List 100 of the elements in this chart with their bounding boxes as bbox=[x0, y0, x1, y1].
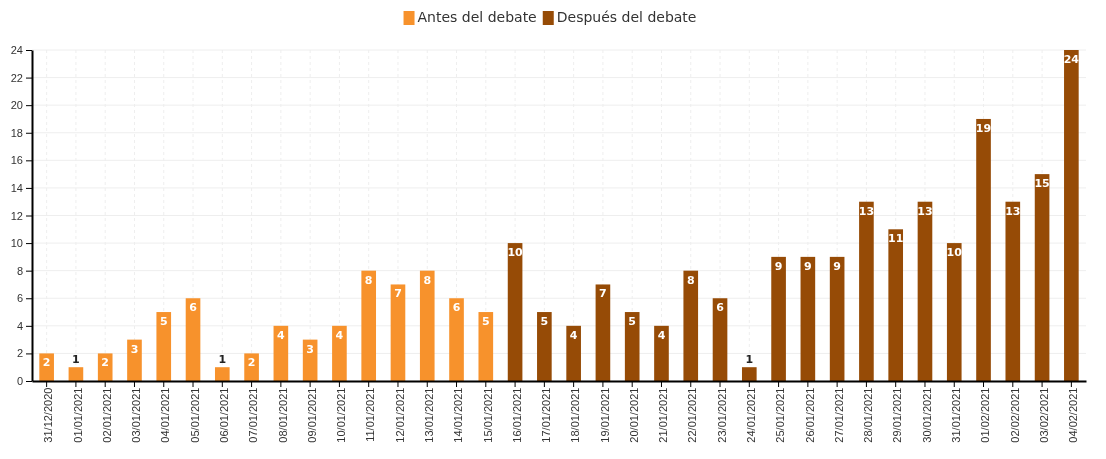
x-tick-label: 14/01/2021 bbox=[452, 387, 465, 443]
bar bbox=[478, 312, 494, 381]
x-tick-label: 31/12/2020 bbox=[42, 387, 55, 443]
bar bbox=[1064, 50, 1079, 381]
data-label: 8 bbox=[686, 273, 695, 287]
data-label: 10 bbox=[507, 246, 524, 260]
bar bbox=[68, 367, 84, 381]
x-tick-label: 25/01/2021 bbox=[774, 387, 787, 443]
bar bbox=[156, 312, 172, 381]
x-tick-label: 20/01/2021 bbox=[627, 387, 640, 443]
bar bbox=[390, 284, 406, 381]
x-tick-label: 21/01/2021 bbox=[657, 387, 670, 443]
y-tick-label: 16 bbox=[10, 154, 23, 167]
x-tick-label: 05/01/2021 bbox=[188, 387, 201, 443]
data-label: 4 bbox=[657, 328, 666, 342]
x-tick-label: 01/02/2021 bbox=[979, 387, 992, 443]
x-tick-label: 17/01/2021 bbox=[540, 387, 553, 443]
x-tick-label: 19/01/2021 bbox=[598, 387, 611, 443]
x-tick-label: 06/01/2021 bbox=[218, 387, 231, 443]
x-tick-label: 04/02/2021 bbox=[1067, 387, 1080, 443]
y-tick-label: 8 bbox=[16, 264, 23, 277]
y-tick-label: 2 bbox=[16, 347, 23, 360]
x-tick-label: 02/01/2021 bbox=[100, 387, 113, 443]
data-label: 1 bbox=[745, 353, 754, 367]
bar bbox=[741, 367, 757, 381]
bar bbox=[185, 298, 201, 381]
bar bbox=[946, 243, 962, 381]
bar bbox=[829, 256, 845, 381]
x-tick-label: 03/01/2021 bbox=[130, 387, 143, 443]
x-tick-label: 10/01/2021 bbox=[335, 387, 348, 443]
data-label: 4 bbox=[277, 328, 286, 342]
bar bbox=[273, 325, 289, 381]
y-tick-label: 4 bbox=[16, 319, 23, 332]
data-label: 8 bbox=[364, 273, 373, 287]
y-tick-label: 6 bbox=[16, 292, 23, 305]
x-tick-label: 04/01/2021 bbox=[159, 387, 172, 443]
data-label: 19 bbox=[975, 121, 992, 135]
data-label: 2 bbox=[42, 356, 51, 370]
data-label: 13 bbox=[1005, 204, 1021, 218]
y-tick-label: 0 bbox=[16, 375, 23, 388]
y-tick-label: 24 bbox=[10, 44, 23, 57]
legend-label: Antes del debate bbox=[417, 9, 537, 25]
bar bbox=[712, 298, 728, 381]
data-label: 3 bbox=[130, 342, 139, 356]
data-label: 7 bbox=[599, 287, 607, 301]
bar bbox=[859, 201, 874, 381]
bar bbox=[888, 229, 904, 381]
x-tick-label: 30/01/2021 bbox=[920, 387, 933, 443]
legend-label: Después del debate bbox=[556, 9, 697, 25]
x-tick-label: 27/01/2021 bbox=[832, 387, 845, 443]
data-label: 9 bbox=[833, 259, 841, 273]
data-label: 13 bbox=[858, 204, 875, 218]
bar bbox=[917, 201, 933, 381]
y-tick-label: 12 bbox=[10, 209, 23, 222]
bar bbox=[976, 118, 991, 381]
bar bbox=[1005, 201, 1021, 381]
x-tick-label: 02/02/2021 bbox=[1008, 387, 1021, 443]
x-tick-label: 11/01/2021 bbox=[364, 387, 377, 442]
data-label: 1 bbox=[218, 353, 227, 367]
data-label: 2 bbox=[247, 356, 256, 370]
bar bbox=[332, 325, 347, 381]
bar bbox=[654, 325, 669, 381]
y-tick-label: 14 bbox=[10, 181, 23, 194]
y-tick-label: 22 bbox=[10, 71, 23, 84]
data-label: 4 bbox=[569, 328, 578, 342]
data-label: 5 bbox=[628, 315, 637, 329]
bar bbox=[244, 353, 259, 381]
x-tick-label: 07/01/2021 bbox=[247, 387, 260, 443]
x-tick-label: 24/01/2021 bbox=[745, 387, 758, 443]
data-label: 13 bbox=[917, 204, 933, 218]
y-tick-label: 20 bbox=[10, 99, 23, 112]
bar bbox=[800, 256, 816, 381]
x-tick-label: 08/01/2021 bbox=[276, 387, 289, 443]
data-label: 9 bbox=[774, 259, 783, 273]
bar bbox=[449, 298, 464, 381]
data-label: 5 bbox=[540, 315, 549, 329]
bar bbox=[537, 312, 552, 381]
x-tick-label: 28/01/2021 bbox=[862, 387, 875, 443]
bar bbox=[507, 243, 523, 381]
bar bbox=[127, 339, 142, 381]
data-label: 9 bbox=[804, 259, 812, 273]
x-tick-label: 29/01/2021 bbox=[891, 387, 904, 443]
data-label: 8 bbox=[423, 273, 432, 287]
x-tick-label: 13/01/2021 bbox=[422, 387, 435, 443]
x-tick-label: 15/01/2021 bbox=[481, 387, 494, 443]
x-tick-label: 22/01/2021 bbox=[686, 387, 699, 443]
bar bbox=[1034, 174, 1050, 381]
x-tick-label: 09/01/2021 bbox=[305, 387, 318, 443]
bar bbox=[566, 325, 581, 381]
data-label: 1 bbox=[72, 353, 80, 367]
data-label: 7 bbox=[394, 287, 402, 301]
x-tick-label: 26/01/2021 bbox=[803, 387, 816, 443]
data-label: 5 bbox=[481, 315, 490, 329]
x-tick-label: 16/01/2021 bbox=[510, 387, 523, 443]
data-label: 5 bbox=[159, 315, 168, 329]
bar bbox=[771, 256, 786, 381]
bar bbox=[683, 270, 699, 381]
data-label: 6 bbox=[189, 301, 198, 315]
bar bbox=[419, 270, 435, 381]
data-label: 15 bbox=[1034, 177, 1050, 191]
